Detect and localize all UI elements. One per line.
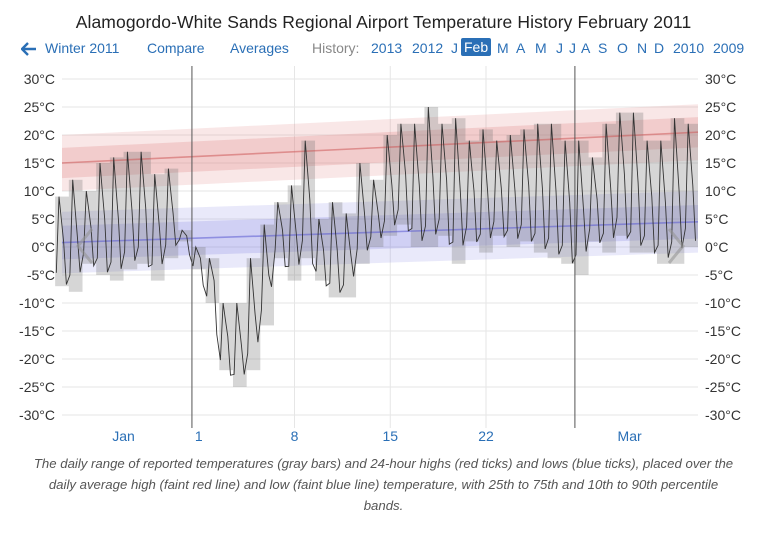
x-tick-label: Jan (112, 428, 135, 444)
y-tick-label-right: -15°C (705, 323, 741, 339)
page-title: Alamogordo-White Sands Regional Airport … (75, 12, 692, 32)
y-tick-label-left: 30°C (24, 71, 55, 87)
arrow-left-icon[interactable] (21, 42, 37, 56)
compare-link[interactable]: Compare (147, 40, 205, 56)
x-tick-label: Mar (618, 428, 642, 444)
y-tick-label-left: -5°C (27, 267, 55, 283)
y-tick-label-right: 25°C (705, 99, 736, 115)
y-tick-label-left: 25°C (24, 99, 55, 115)
month-link-nov[interactable]: N (637, 40, 648, 56)
year-link-2010[interactable]: 2010 (673, 40, 705, 56)
y-tick-label-right: -10°C (705, 295, 741, 311)
month-link-oct[interactable]: O (617, 40, 628, 56)
y-tick-label-right: 5°C (705, 211, 729, 227)
daily-range-bar (178, 230, 192, 242)
month-link-mar[interactable]: M (497, 40, 509, 56)
y-tick-label-right: -5°C (705, 267, 733, 283)
x-tick-label: 15 (382, 428, 398, 444)
x-tick-label: 1 (195, 428, 203, 444)
month-link-apr[interactable]: A (516, 40, 526, 56)
month-link-may[interactable]: M (535, 40, 547, 56)
y-tick-label-left: 20°C (24, 127, 55, 143)
month-link-jun[interactable]: J (556, 40, 563, 56)
history-nav: Winter 2011 Compare Averages History: 20… (0, 38, 767, 60)
chart-caption: The daily range of reported temperatures… (33, 456, 734, 513)
year-link-2009[interactable]: 2009 (713, 40, 745, 56)
y-tick-label-left: 10°C (24, 183, 55, 199)
month-link-jan[interactable]: J (451, 40, 458, 56)
y-tick-label-right: 10°C (705, 183, 736, 199)
y-tick-label-right: -20°C (705, 351, 741, 367)
year-link-2012[interactable]: 2012 (412, 40, 444, 56)
y-tick-label-left: -25°C (19, 379, 55, 395)
y-tick-label-left: 5°C (32, 211, 56, 227)
month-link-jul[interactable]: J (569, 40, 576, 56)
averages-link[interactable]: Averages (230, 40, 289, 56)
y-tick-label-left: -30°C (19, 407, 55, 423)
y-tick-label-left: -10°C (19, 295, 55, 311)
y-tick-label-right: -25°C (705, 379, 741, 395)
prev-season-link[interactable]: Winter 2011 (45, 40, 120, 56)
y-tick-label-left: -15°C (19, 323, 55, 339)
y-tick-label-right: 20°C (705, 127, 736, 143)
year-link-2013[interactable]: 2013 (371, 40, 403, 56)
y-tick-label-right: 15°C (705, 155, 736, 171)
y-tick-label-left: 15°C (24, 155, 55, 171)
month-link-sep[interactable]: S (598, 40, 608, 56)
x-tick-label: 8 (291, 428, 299, 444)
average-high-line (61, 131, 699, 164)
y-tick-label-right: 30°C (705, 71, 736, 87)
y-tick-label-left: 0°C (32, 239, 56, 255)
y-tick-label-right: -30°C (705, 407, 741, 423)
month-link-aug[interactable]: A (581, 40, 591, 56)
chevron-right-icon[interactable] (667, 228, 685, 264)
month-link-dec[interactable]: D (654, 40, 665, 56)
y-tick-label-left: -20°C (19, 351, 55, 367)
history-label: History: (312, 40, 360, 56)
chevron-left-icon[interactable] (76, 228, 94, 264)
y-tick-label-right: 0°C (705, 239, 729, 255)
month-link-feb-active[interactable]: Feb (461, 38, 492, 56)
x-tick-label: 22 (478, 428, 494, 444)
temperature-trace (55, 106, 696, 376)
